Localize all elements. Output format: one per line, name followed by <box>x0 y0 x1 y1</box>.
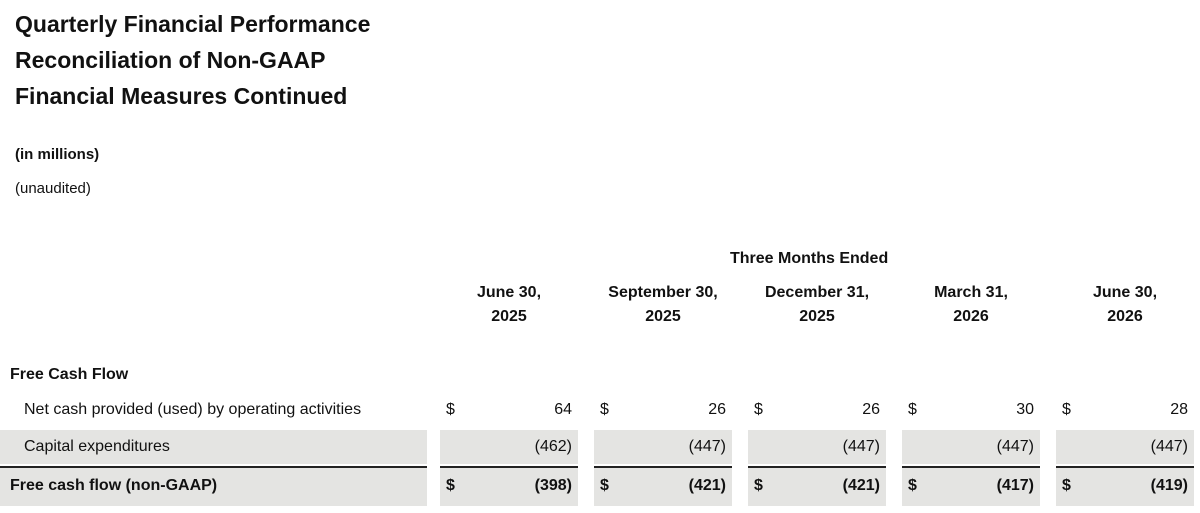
cell-value: (447) <box>996 438 1034 455</box>
column-header: 2026 <box>1107 308 1143 325</box>
currency-symbol: $ <box>908 401 917 418</box>
row-background <box>440 430 578 464</box>
cell-value: (421) <box>842 477 880 494</box>
currency-symbol: $ <box>600 477 609 494</box>
row-background <box>748 430 886 464</box>
row-background <box>0 430 427 464</box>
cell-value: 30 <box>1016 401 1034 418</box>
units: (in millions) <box>15 146 100 163</box>
cell-value: (398) <box>534 477 572 494</box>
currency-symbol: $ <box>908 477 917 494</box>
cell-value: (447) <box>688 438 726 455</box>
column-header: June 30, <box>1092 284 1158 301</box>
note: (unaudited) <box>15 180 91 197</box>
currency-symbol: $ <box>754 401 763 418</box>
row-background <box>902 430 1040 464</box>
cell-value: 28 <box>1170 401 1188 418</box>
cell-value: 26 <box>708 401 726 418</box>
cell-value: (419) <box>1150 477 1188 494</box>
row-label: Capital expenditures <box>24 438 170 455</box>
column-header: September 30, <box>608 284 718 301</box>
cell-value: (462) <box>534 438 572 455</box>
row-background <box>902 466 1040 506</box>
row-background <box>594 466 732 506</box>
row-background <box>1056 466 1194 506</box>
row-background <box>594 430 732 464</box>
title-line: Reconciliation of Non-GAAP <box>15 47 326 73</box>
currency-symbol: $ <box>600 401 609 418</box>
currency-symbol: $ <box>754 477 763 494</box>
column-header: 2025 <box>645 308 681 325</box>
currency-symbol: $ <box>1062 477 1071 494</box>
row-background <box>0 466 427 506</box>
currency-symbol: $ <box>446 477 455 494</box>
cell-value: 64 <box>554 401 572 418</box>
currency-symbol: $ <box>1062 401 1071 418</box>
cell-value: (447) <box>1150 438 1188 455</box>
title-line: Financial Measures Continued <box>15 83 348 109</box>
cell-value: (447) <box>842 438 880 455</box>
row-label: Net cash provided (used) by operating ac… <box>24 401 362 418</box>
row-background <box>1056 430 1194 464</box>
cell-value: (421) <box>688 477 726 494</box>
section-label: Free Cash Flow <box>10 366 129 383</box>
title-line: Quarterly Financial Performance <box>15 11 371 37</box>
column-header: 2025 <box>799 308 835 325</box>
period-heading: Three Months Ended <box>730 250 889 267</box>
column-header: June 30, <box>476 284 542 301</box>
cell-value: (417) <box>996 477 1034 494</box>
row-background <box>440 466 578 506</box>
column-header: December 31, <box>764 284 870 301</box>
row-label: Free cash flow (non-GAAP) <box>10 477 218 494</box>
row-background <box>748 466 886 506</box>
column-header: 2026 <box>953 308 989 325</box>
currency-symbol: $ <box>446 401 455 418</box>
column-header: March 31, <box>934 284 1008 301</box>
column-header: 2025 <box>491 308 527 325</box>
cell-value: 26 <box>862 401 880 418</box>
